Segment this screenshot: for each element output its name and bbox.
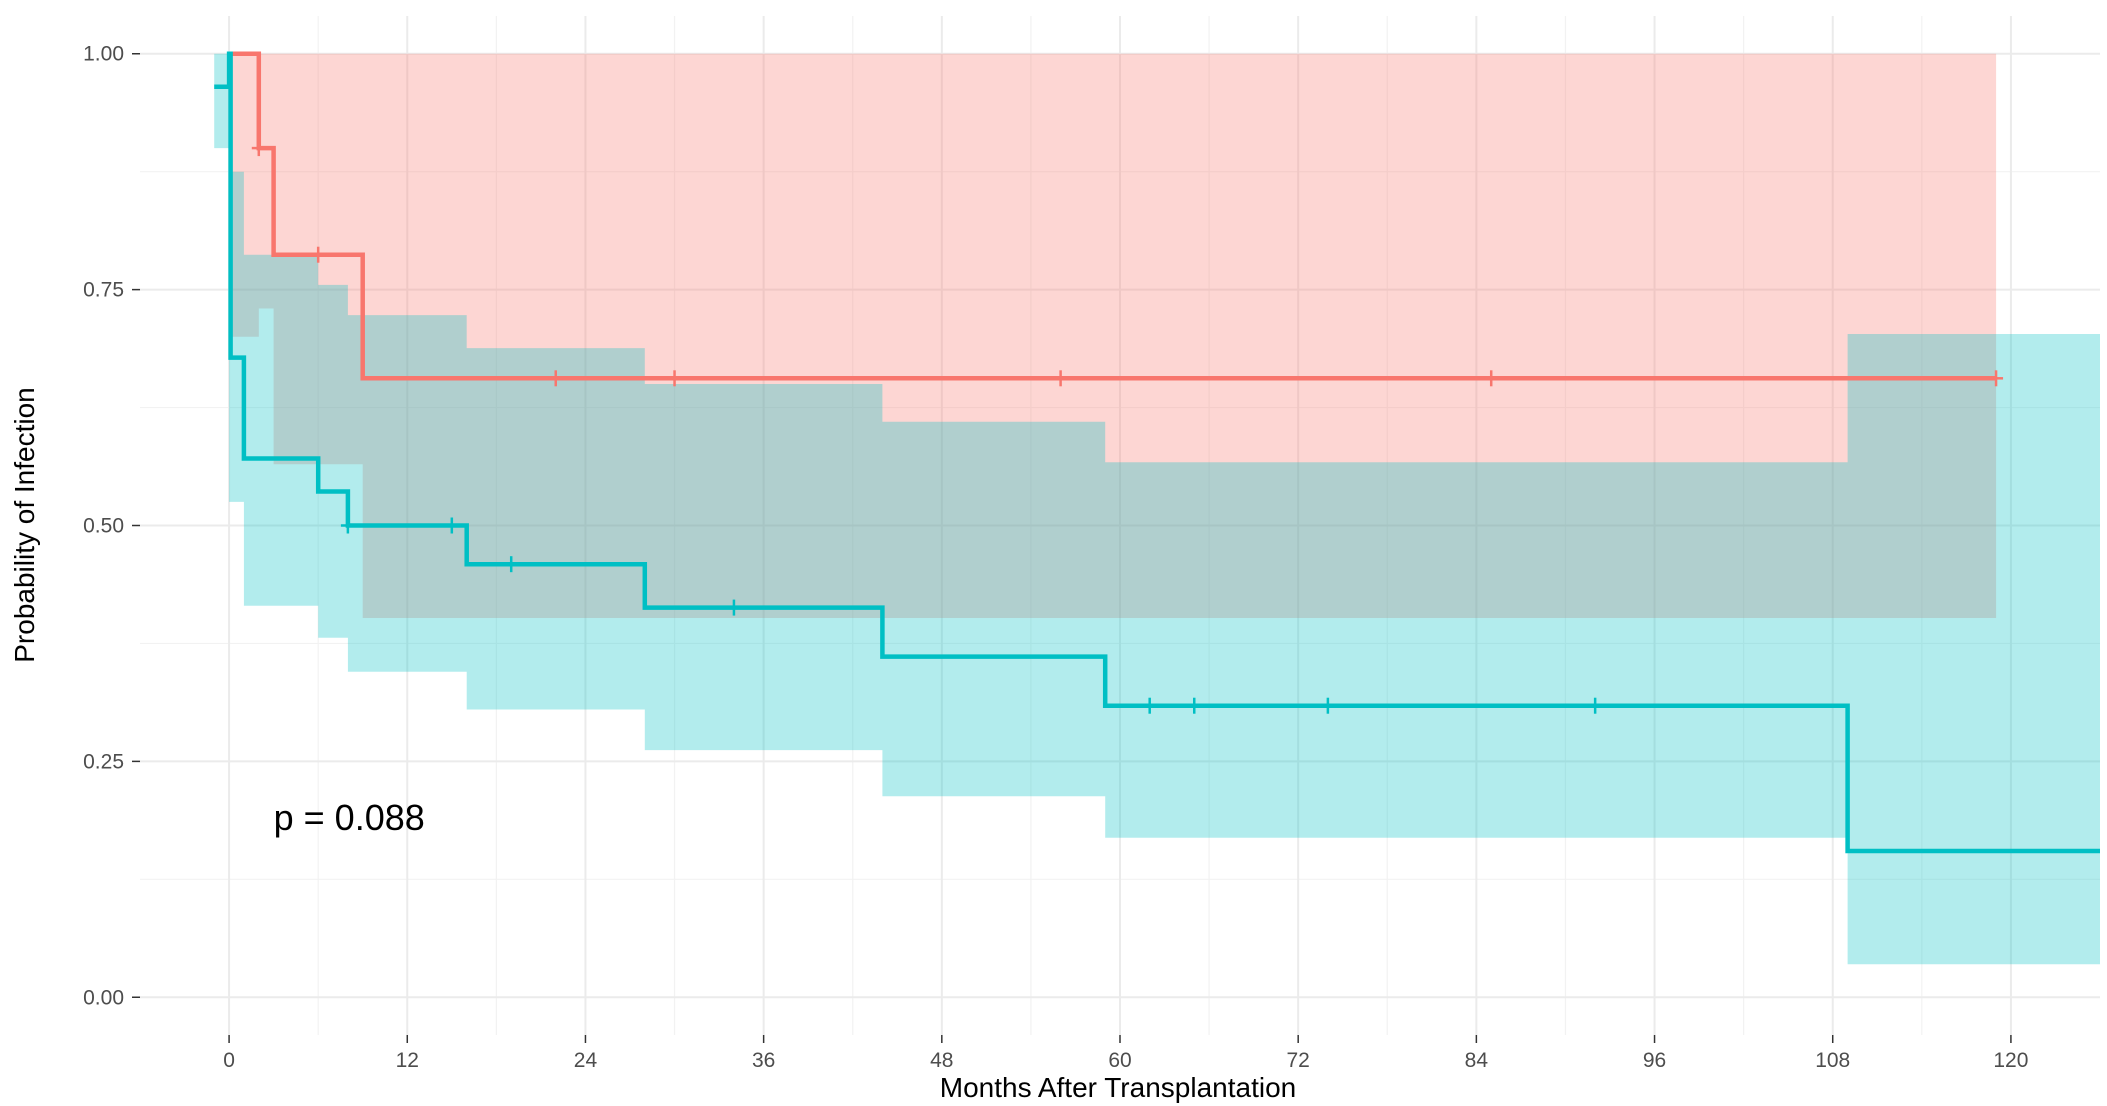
confidence-band-2	[214, 53, 2101, 965]
confidence-bands	[214, 53, 2101, 965]
y-axis-title: Probability of Infection	[9, 387, 40, 663]
y-tick-label: 0.75	[83, 279, 124, 302]
x-tick-label: 12	[396, 1049, 419, 1072]
p-value-annotation: p = 0.088	[274, 797, 425, 838]
x-tick-label: 48	[930, 1049, 953, 1072]
survival-curve-1	[229, 51, 1997, 381]
x-tick-label: 60	[1108, 1049, 1131, 1072]
x-tick-label: 24	[574, 1049, 598, 1072]
y-tick-label: 1.00	[83, 43, 124, 66]
survival-curves	[214, 51, 2100, 854]
confidence-band-1	[229, 53, 1997, 618]
x-tick-label: 0	[223, 1049, 235, 1072]
x-tick-label: 96	[1643, 1049, 1666, 1072]
grid-layer	[140, 16, 2100, 1035]
x-tick-label: 72	[1287, 1049, 1310, 1072]
y-tick-labels: 0.00 0.25 0.50 0.75 1.00	[83, 43, 140, 1009]
x-tick-label: 120	[1993, 1049, 2028, 1072]
x-tick-label: 84	[1465, 1049, 1489, 1072]
y-tick-label: 0.00	[83, 986, 124, 1009]
censor-marks	[251, 140, 2004, 714]
y-tick-label: 0.50	[83, 515, 124, 538]
x-tick-label: 36	[752, 1049, 775, 1072]
x-axis-title: Months After Transplantation	[940, 1072, 1296, 1103]
survival-curve-2	[214, 51, 2100, 854]
x-tick-label: 108	[1815, 1049, 1850, 1072]
x-tick-labels: 0 12 24 36 48 60 72 84 96 108 120	[223, 1035, 2028, 1072]
y-tick-label: 0.25	[83, 750, 124, 773]
